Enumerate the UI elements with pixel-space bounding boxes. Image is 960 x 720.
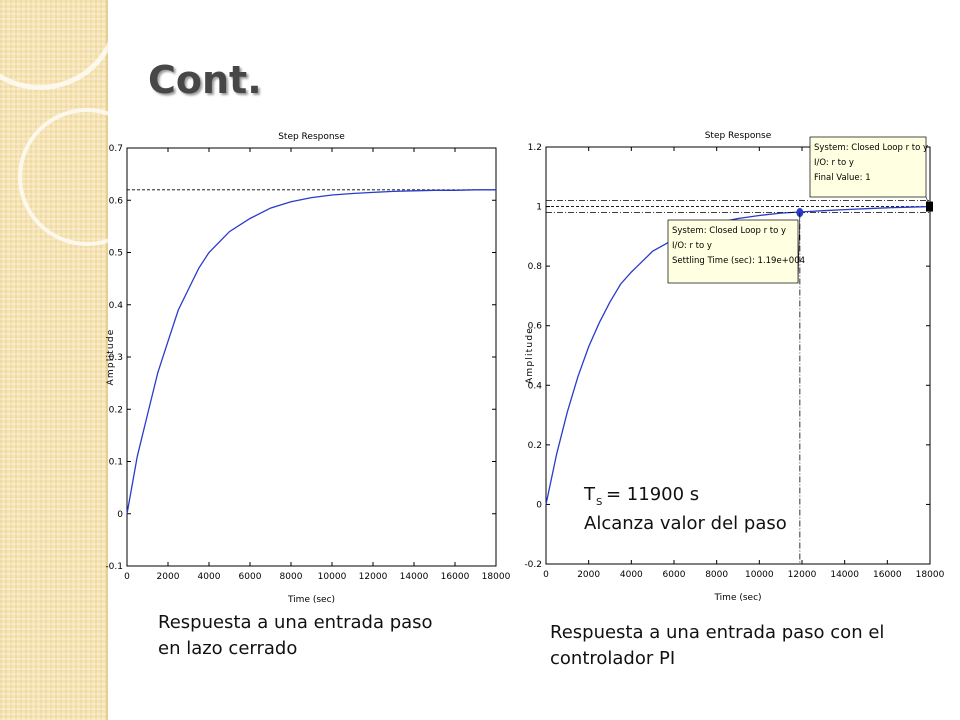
chart2-y-tick-label: 1.2 [528, 143, 542, 153]
chart1-x-tick-label: 8000 [280, 572, 303, 582]
decorative-sidebar [0, 0, 156, 720]
chart2-datatip-pointer [925, 196, 931, 207]
chart2-y-tick-label: 0 [536, 500, 542, 510]
chart1-y-tick-label: 0.7 [109, 144, 123, 154]
ts-value: = 11900 s [606, 484, 699, 505]
chart1-x-tick-label: 0 [124, 572, 130, 582]
chart1-y-tick-label: 0.4 [109, 301, 124, 311]
chart2-y-tick-label: -0.2 [524, 560, 542, 570]
chart1-x-tick-label: 14000 [400, 572, 429, 582]
chart2-xlabel: Time (sec) [713, 593, 761, 603]
chart2-datatip-box [809, 136, 927, 198]
chart2-x-tick-label: 4000 [620, 570, 643, 580]
chart1-y-tick-label: 0 [117, 510, 123, 520]
chart1-xlabel: Time (sec) [287, 595, 335, 605]
chart2-x-tick-label: 2000 [577, 570, 600, 580]
chart1-x-tick-label: 18000 [482, 572, 511, 582]
chart1-y-tick-label: 0.1 [109, 458, 123, 468]
chart1-x-tick-label: 10000 [318, 572, 347, 582]
chart1-x-tick-label: 6000 [239, 572, 262, 582]
chart1-y-tick-label: 0.5 [109, 249, 123, 259]
ts-subscript: S [596, 497, 602, 508]
chart1-y-tick-label: 0.6 [109, 196, 124, 206]
chart2-datatip-line: Final Value: 1 [814, 173, 871, 183]
chart2-ylabel: Amplitude [525, 327, 535, 384]
caption-right-line-2: controlador PI [550, 648, 676, 669]
chart1-y-tick-label: 0.3 [109, 353, 123, 363]
caption-left-line-2: en lazo cerrado [158, 638, 298, 659]
chart1-x-tick-label: 4000 [198, 572, 221, 582]
chart2-y-tick-label: 1 [536, 203, 542, 213]
chart1-x-tick-label: 16000 [441, 572, 470, 582]
chart2-datatip-line: I/O: r to y [814, 158, 854, 168]
chart2-x-tick-label: 8000 [705, 570, 728, 580]
chart2-title: Step Response [705, 131, 772, 141]
slide-title: Cont. [148, 58, 262, 102]
caption-right-line-1: Respuesta a una entrada paso con el [550, 622, 885, 643]
chart1-ylabel: Amplitude [106, 329, 116, 386]
chart2-x-tick-label: 6000 [663, 570, 686, 580]
chart1-step-response-line [126, 189, 496, 514]
chart2-x-tick-label: 10000 [745, 570, 774, 580]
chart1-title: Step Response [278, 132, 345, 142]
caption-left-line-1: Respuesta a una entrada paso [158, 612, 433, 633]
chart2-final-value-marker [926, 201, 933, 212]
caption-left: Respuesta a una entrada paso en lazo cer… [158, 610, 433, 662]
ts-annotation-line2: Alcanza valor del paso [584, 513, 787, 534]
chart2-x-tick-label: 18000 [916, 570, 945, 580]
chart2-x-tick-label: 14000 [830, 570, 859, 580]
chart2-datatip-line: System: Closed Loop r to y [814, 143, 928, 153]
ts-label: T [583, 484, 596, 505]
chart2-y-tick-label: 0.4 [528, 381, 543, 391]
chart1-y-tick-label: 0.2 [109, 405, 123, 415]
chart2-plot-frame [545, 146, 931, 565]
chart2-x-tick-label: 0 [543, 570, 549, 580]
chart2-y-tick-label: 0.2 [528, 441, 542, 451]
chart2-x-tick-label: 12000 [788, 570, 817, 580]
chart2-y-tick-label: 0.6 [528, 322, 543, 332]
caption-right: Respuesta a una entrada paso con el cont… [550, 620, 884, 672]
chart2-x-tick-label: 16000 [873, 570, 902, 580]
chart1-plot-frame [126, 147, 497, 567]
chart2-y-tick-label: 0.8 [528, 262, 543, 272]
chart2-datatip-line: I/O: r to y [672, 241, 712, 251]
chart2-datatip-line: System: Closed Loop r to y [672, 226, 786, 236]
chart1-x-tick-label: 12000 [359, 572, 388, 582]
chart2-datatip-box [667, 219, 799, 284]
chart1-y-tick-label: -0.1 [105, 562, 123, 572]
chart1-x-tick-label: 2000 [157, 572, 180, 582]
chart2-datatip-line: Settling Time (sec): 1.19e+004 [672, 256, 805, 266]
